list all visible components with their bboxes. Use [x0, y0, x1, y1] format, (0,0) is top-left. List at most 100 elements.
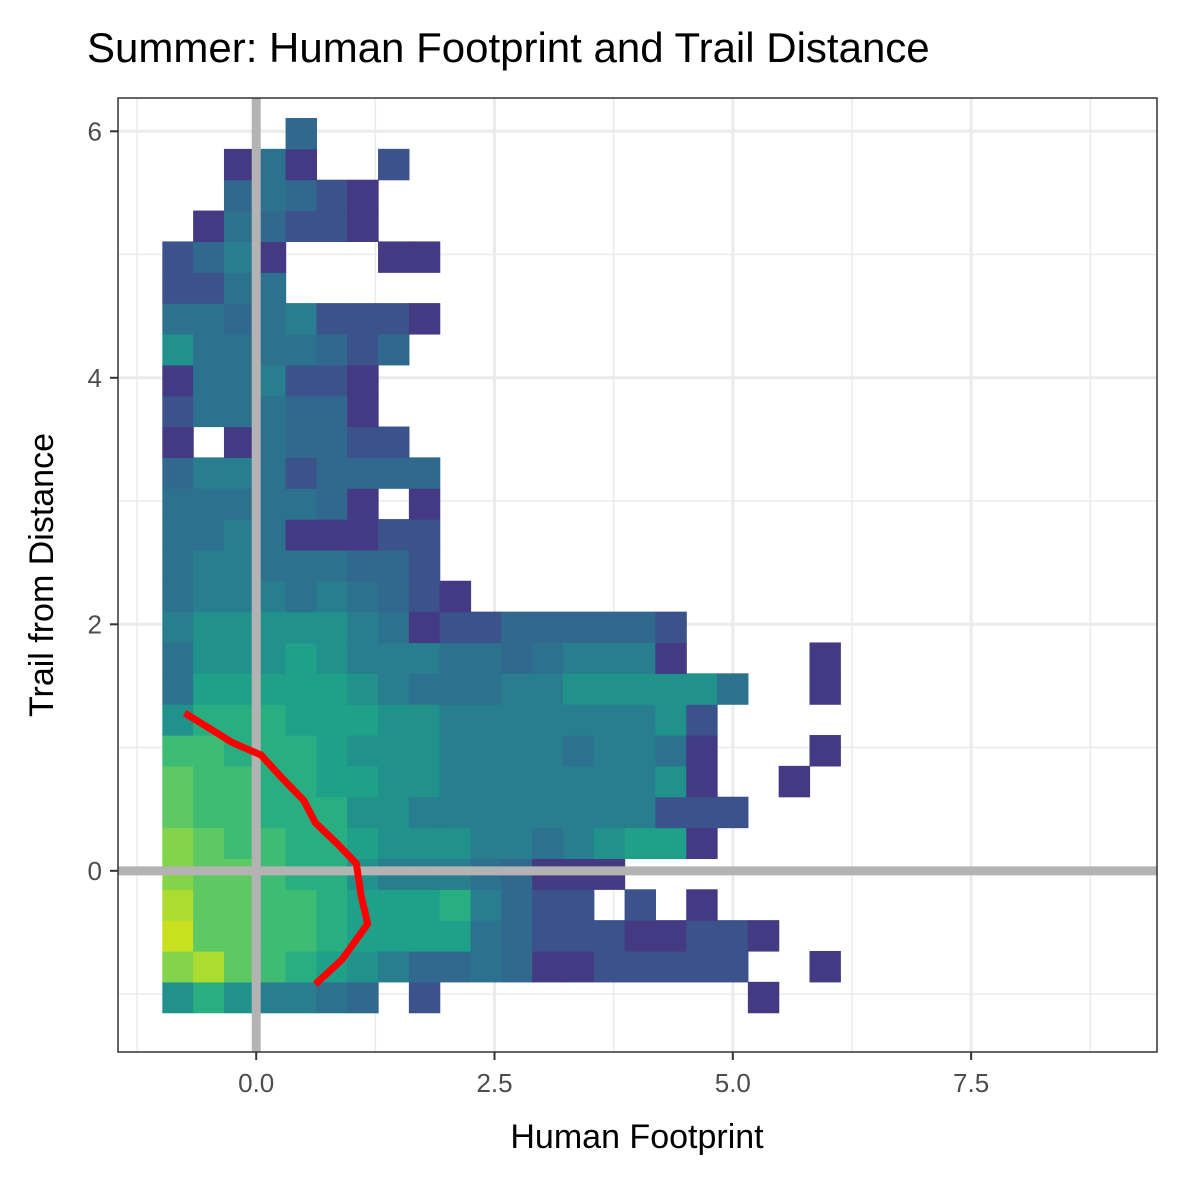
heatmap-cell: [285, 920, 318, 952]
heatmap-cell: [223, 457, 256, 489]
heatmap-cell: [162, 765, 194, 798]
heatmap-cell: [809, 673, 841, 705]
heatmap-cells: [162, 118, 841, 1014]
heatmap-cell: [162, 981, 194, 1014]
heatmap-cell: [593, 735, 626, 767]
heatmap-cell: [778, 765, 811, 798]
heatmap-cell: [223, 642, 256, 674]
heatmap-cell: [593, 765, 626, 798]
heatmap-cell: [408, 488, 441, 520]
heatmap-cell: [223, 796, 256, 829]
heatmap-cell: [470, 950, 502, 983]
heatmap-cell: [316, 704, 348, 736]
heatmap-cell: [316, 395, 348, 428]
heatmap-cell: [193, 364, 225, 397]
heatmap-cell: [624, 735, 657, 767]
y-tick-label: 2: [88, 609, 102, 639]
heatmap-cell: [378, 611, 410, 644]
heatmap-cell: [285, 426, 318, 458]
heatmap-cell: [562, 704, 595, 736]
heatmap-cell: [624, 642, 657, 674]
heatmap-cell: [223, 765, 256, 798]
heatmap-cell: [347, 796, 379, 829]
heatmap-cell: [532, 796, 564, 829]
heatmap-cell: [439, 704, 472, 736]
heatmap-cell: [316, 673, 348, 705]
heatmap-cell: [532, 920, 564, 952]
heatmap-cell: [532, 704, 564, 736]
heatmap-cell: [378, 827, 410, 860]
heatmap-cell: [470, 920, 502, 952]
heatmap-cell: [439, 950, 472, 983]
heatmap-cell: [316, 920, 348, 952]
heatmap-cell: [285, 457, 318, 489]
heatmap-cell: [285, 303, 318, 335]
heatmap-cell: [285, 611, 318, 644]
heatmap-cell: [593, 950, 626, 983]
heatmap-cell: [316, 364, 348, 397]
heatmap-cell: [809, 950, 841, 983]
heatmap-cell: [162, 333, 194, 366]
heatmap-cell: [501, 827, 533, 860]
heatmap-cell: [378, 950, 410, 983]
heatmap-cell: [285, 827, 318, 860]
heatmap-cell: [470, 735, 502, 767]
heatmap-cell: [624, 889, 657, 921]
heatmap-cell: [347, 210, 379, 243]
heatmap-cell: [162, 488, 194, 520]
heatmap-cell: [316, 179, 348, 212]
heatmap-cell: [347, 333, 379, 366]
heatmap-cell: [408, 765, 441, 798]
heatmap-cell: [470, 827, 502, 860]
heatmap-cell: [162, 889, 194, 921]
heatmap-cell: [316, 642, 348, 674]
heatmap-cell: [470, 642, 502, 674]
heatmap-cell: [686, 704, 718, 736]
heatmap-cell: [223, 364, 256, 397]
reference-lines: [118, 98, 1157, 1052]
heatmap-cell: [378, 889, 410, 921]
heatmap-cell: [562, 673, 595, 705]
heatmap-cell: [347, 364, 379, 397]
heatmap-cell: [162, 796, 194, 829]
plot-panel-border: [117, 97, 1158, 1053]
heatmap-cell: [562, 642, 595, 674]
heatmap-cell: [624, 796, 657, 829]
heatmap-cell: [809, 642, 841, 674]
heatmap-cell: [470, 796, 502, 829]
heatmap-cell: [624, 920, 657, 952]
heatmap-cell: [347, 580, 379, 613]
heatmap-cell: [223, 889, 256, 921]
heatmap-cell: [408, 796, 441, 829]
heatmap-cell: [285, 673, 318, 705]
heatmap-cell: [316, 549, 348, 582]
heatmap-cell: [193, 642, 225, 674]
heatmap-cell: [593, 642, 626, 674]
heatmap-cell: [347, 765, 379, 798]
heatmap-cell: [439, 920, 472, 952]
heatmap-cell: [408, 241, 441, 273]
heatmap-cell: [624, 827, 657, 860]
trend-line: [182, 710, 372, 987]
heatmap-cell: [316, 333, 348, 366]
heatmap-cell: [193, 395, 225, 428]
heatmap-cell: [316, 580, 348, 613]
heatmap-cell: [562, 765, 595, 798]
heatmap-cell: [655, 704, 687, 736]
heatmap-cell: [532, 735, 564, 767]
heatmap-cell: [532, 765, 564, 798]
heatmap-cell: [532, 827, 564, 860]
heatmap-cell: [347, 642, 379, 674]
heatmap-cell: [223, 210, 256, 243]
x-axis-ticks: 0.0 2.5 5.0 7.5: [238, 1052, 989, 1098]
heatmap-cell: [686, 735, 718, 767]
heatmap-cell: [747, 920, 780, 952]
heatmap-cell: [316, 735, 348, 767]
heatmap-cell: [655, 950, 687, 983]
heatmap-cell: [439, 580, 472, 613]
heatmap-cell: [316, 611, 348, 644]
heatmap-cell: [686, 673, 718, 705]
heatmap-cell: [378, 333, 410, 366]
heatmap-cell: [162, 920, 194, 952]
heatmap-cell: [162, 735, 194, 767]
